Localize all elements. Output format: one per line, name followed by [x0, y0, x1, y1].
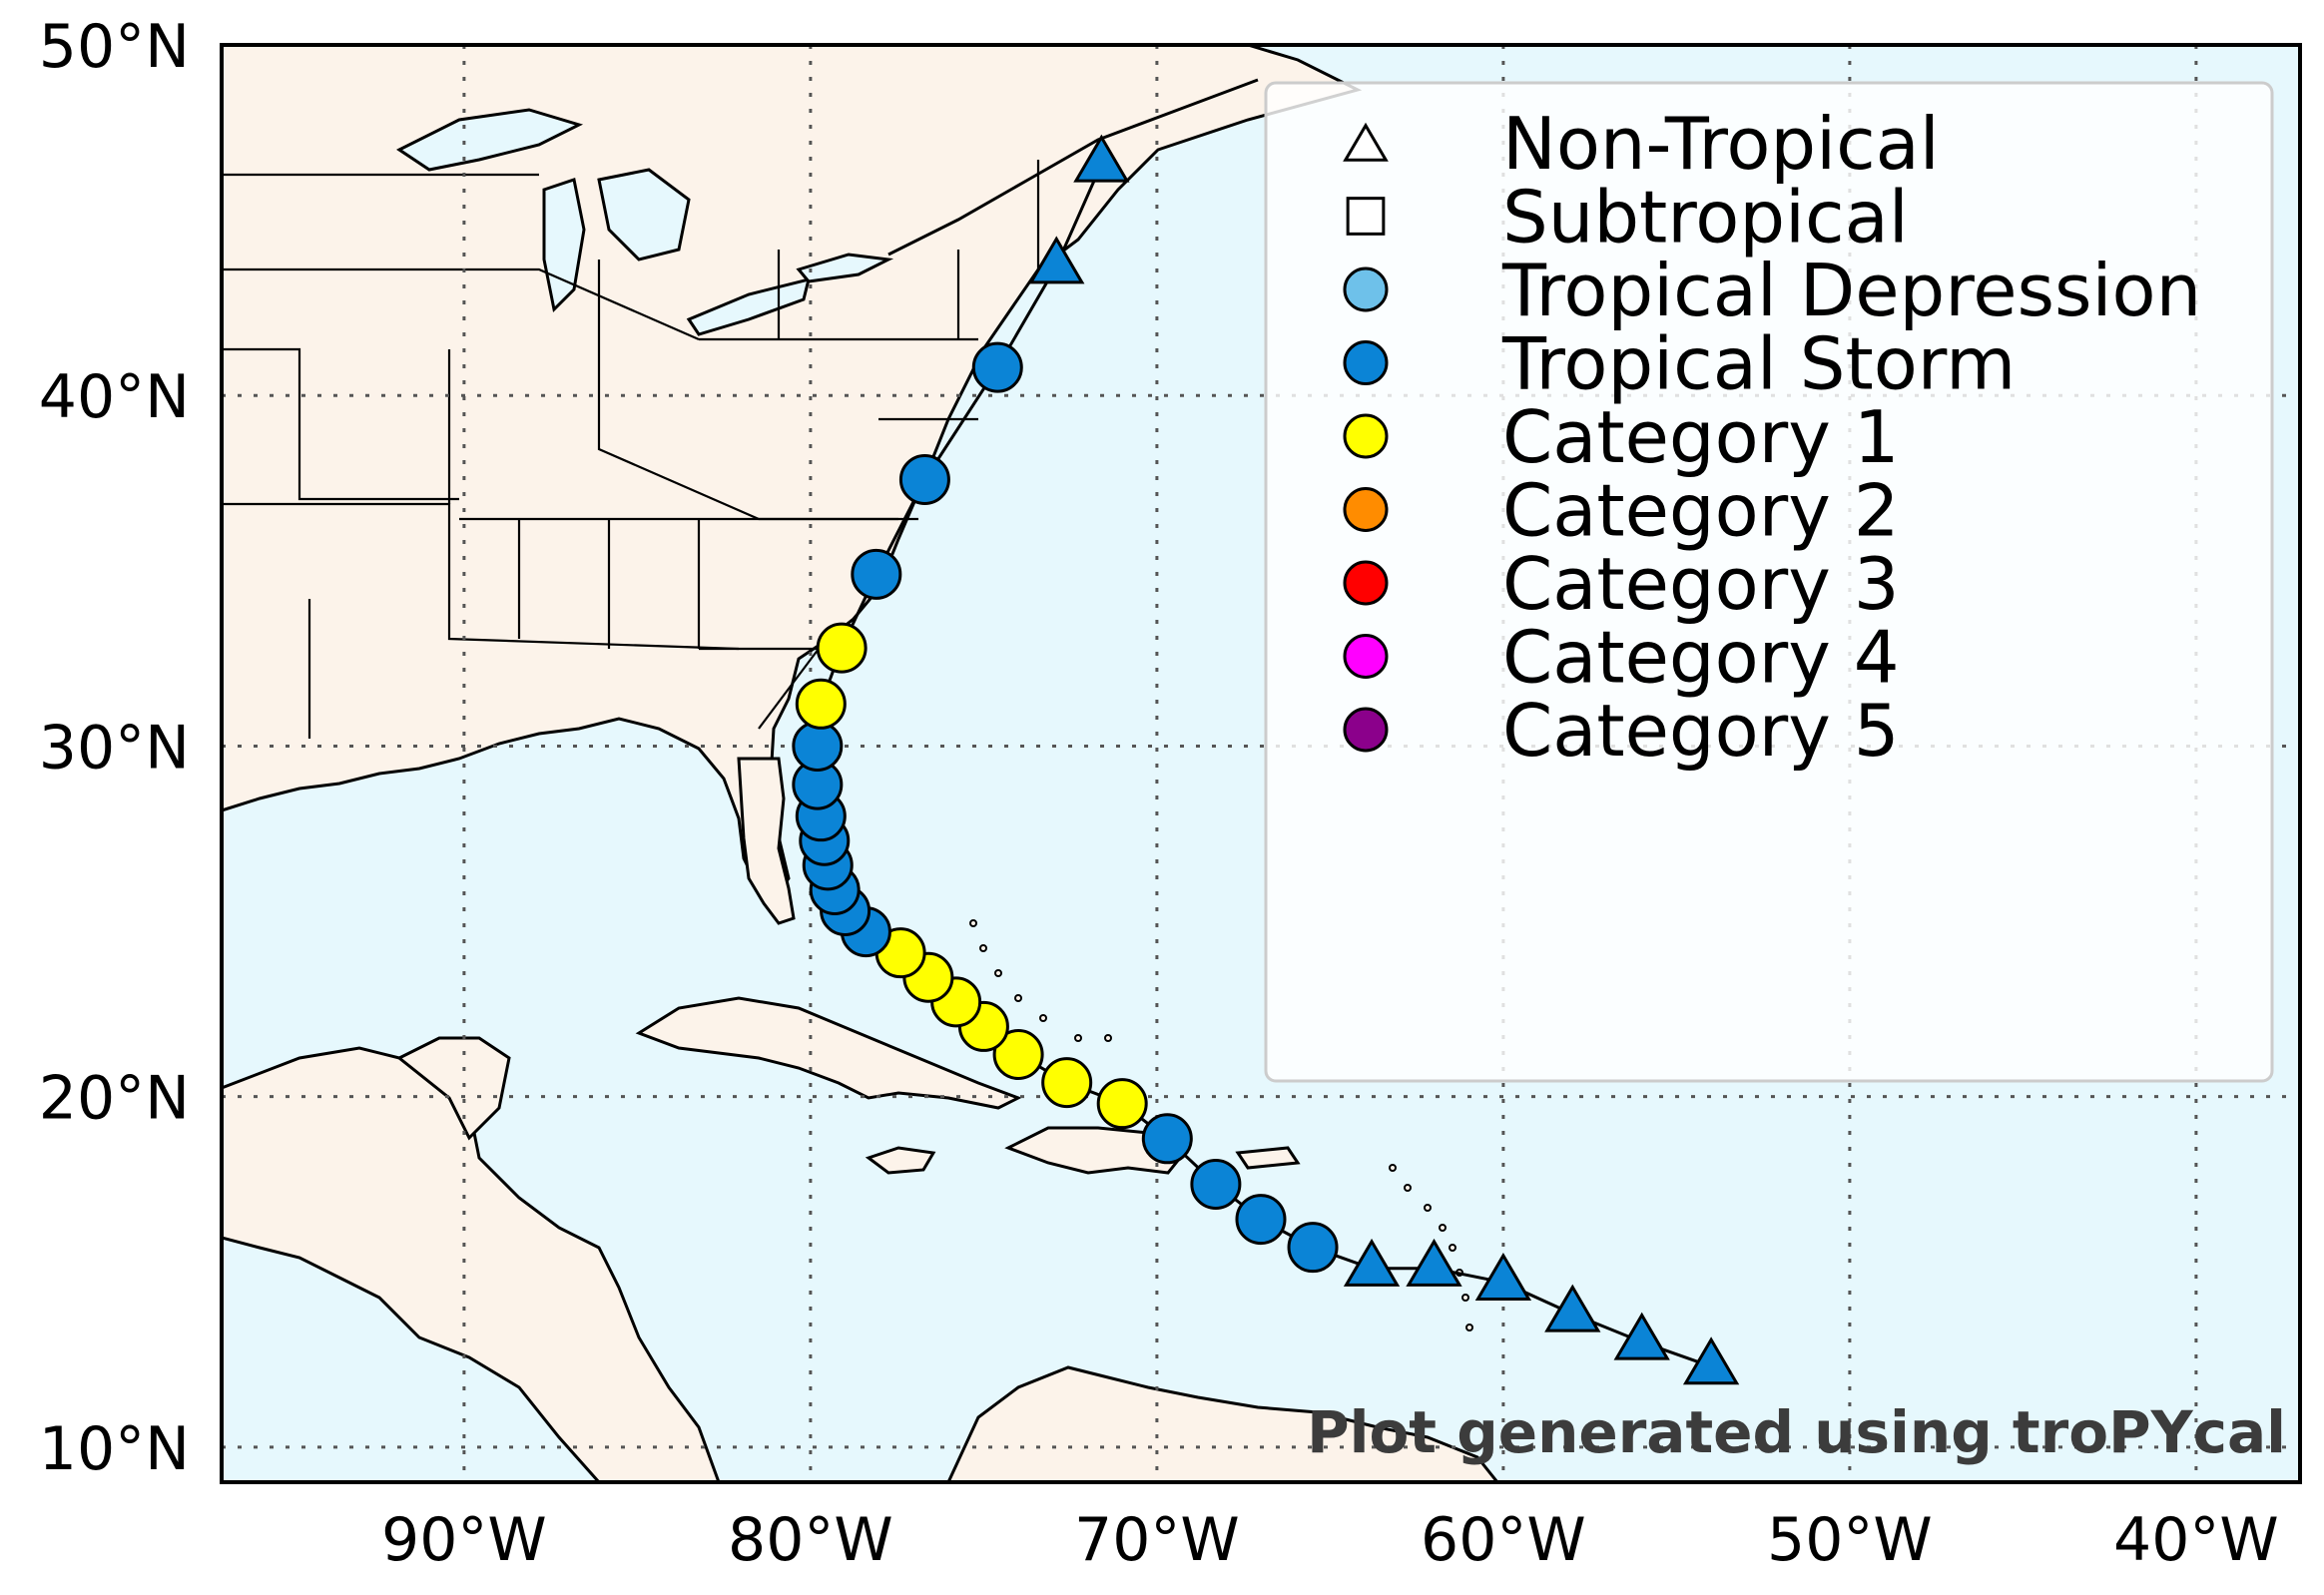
cuba-land: [635, 996, 1022, 1110]
legend-label: Category 5: [1502, 689, 1900, 773]
legend-marker: [1343, 122, 1389, 162]
y-tick-label: 20°N: [39, 1064, 190, 1134]
island-specks: [969, 919, 1473, 1331]
track-point-triangle: [1474, 1252, 1532, 1301]
track-point-circle: [898, 454, 950, 506]
track-point-triangle: [1613, 1312, 1670, 1360]
plot-frame: [220, 43, 2302, 1484]
legend-label: Subtropical: [1502, 176, 1909, 260]
legend-item: Category 1: [1343, 395, 1900, 479]
legend-item: Category 4: [1343, 616, 1900, 700]
y-tick-label: 10°N: [39, 1414, 190, 1484]
track-point-circle: [1141, 1113, 1193, 1165]
track-point-circle: [1041, 1057, 1093, 1109]
track-point-triangle: [1544, 1284, 1601, 1332]
legend-item: Category 3: [1343, 542, 1900, 626]
legend-label: Category 3: [1502, 542, 1900, 626]
south-america-land: [946, 1365, 1499, 1482]
track-point-triangle: [1682, 1336, 1740, 1385]
legend-label: Tropical Storm: [1501, 322, 2016, 406]
x-tick-label: 40°W: [2113, 1505, 2279, 1575]
x-tick-label: 90°W: [381, 1505, 547, 1575]
track-point-circle: [992, 1029, 1044, 1081]
legend-item: Tropical Storm: [1343, 322, 2016, 406]
legend-label: Non-Tropical: [1502, 102, 1940, 186]
legend-marker: [1343, 487, 1389, 532]
puerto-rico-land: [1235, 1146, 1301, 1170]
legend-marker: [1343, 413, 1389, 459]
track-point-triangle: [1028, 236, 1085, 284]
track-point-circle: [1287, 1222, 1339, 1274]
legend-marker: [1346, 197, 1386, 236]
lake-ontario: [796, 253, 894, 283]
florida-land: [737, 757, 796, 925]
legend-item: Category 5: [1343, 689, 1900, 773]
y-tick-label: 50°N: [39, 12, 190, 82]
y-tick-label: 30°N: [39, 713, 190, 783]
land-layer: [222, 45, 1499, 1482]
lake-huron: [597, 168, 691, 262]
yucatan-land: [396, 1036, 511, 1141]
legend-label: Category 4: [1502, 616, 1900, 700]
track-point-triangle: [1343, 1238, 1401, 1287]
track-point-circle: [851, 548, 902, 600]
x-tick-label: 80°W: [728, 1505, 893, 1575]
track-point-circle: [1096, 1078, 1148, 1130]
watermark: Plot generated using troPYcal: [1307, 1398, 2286, 1466]
legend-label: Category 2: [1502, 469, 1900, 553]
legend-marker: [1343, 266, 1389, 312]
state-borders: [222, 160, 1040, 739]
x-tick-label: 50°W: [1767, 1505, 1933, 1575]
track-point-circle: [816, 622, 868, 674]
track-point-circle: [971, 341, 1023, 393]
track-point-circle: [1235, 1194, 1287, 1246]
legend-marker: [1343, 340, 1389, 385]
jamaica-land: [865, 1146, 936, 1175]
track-point-triangle: [1073, 134, 1130, 183]
track-point-circle: [795, 678, 847, 730]
track-point-circle: [792, 720, 844, 772]
track-point-triangle: [1406, 1238, 1462, 1287]
track-point-circle: [1190, 1158, 1242, 1210]
legend-label: Category 1: [1502, 395, 1900, 479]
legend-marker: [1343, 560, 1389, 606]
legend-marker: [1343, 707, 1389, 753]
track-markers: [792, 134, 1740, 1385]
lake-superior: [396, 108, 584, 172]
tick-layer: 90°W 80°W 70°W 60°W 50°W 40°W 10°N 20°N 30°N 40°N…: [39, 12, 2279, 1575]
legend-item: Non-Tropical: [1343, 102, 1940, 186]
x-tick-label: 70°W: [1074, 1505, 1240, 1575]
legend-item: Tropical Depression: [1343, 249, 2201, 332]
legend-label: Tropical Depression: [1501, 249, 2201, 332]
st-lawrence-river: [887, 78, 1259, 257]
x-tick-label: 60°W: [1421, 1505, 1586, 1575]
legend-box: [1264, 81, 2274, 1083]
legend-item: Category 2: [1343, 469, 1900, 553]
y-tick-label: 40°N: [39, 362, 190, 432]
legend-marker: [1343, 634, 1389, 679]
legend-item: Subtropical: [1346, 176, 1909, 260]
